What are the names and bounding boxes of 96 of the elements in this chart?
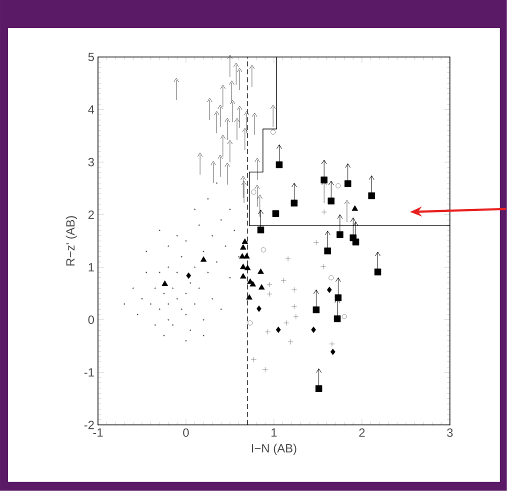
point	[236, 106, 242, 110]
point	[329, 341, 335, 347]
point	[352, 238, 360, 246]
point	[368, 192, 375, 200]
point	[258, 268, 264, 274]
point	[233, 62, 239, 68]
point	[266, 282, 272, 288]
point	[200, 256, 207, 262]
point	[315, 385, 322, 392]
point	[256, 306, 262, 312]
point	[224, 162, 230, 167]
point	[321, 209, 327, 215]
point	[250, 356, 257, 363]
point	[227, 140, 233, 144]
x-tick-label: 3	[447, 428, 453, 437]
y-tick-label: 4	[88, 105, 94, 114]
point	[246, 294, 252, 300]
point	[283, 320, 290, 326]
point	[291, 304, 297, 310]
point	[344, 180, 352, 188]
point	[276, 326, 281, 334]
point	[242, 238, 248, 244]
point	[272, 210, 280, 218]
point	[236, 68, 242, 72]
point	[241, 181, 247, 186]
point	[248, 320, 253, 326]
point	[280, 278, 286, 284]
point	[328, 275, 334, 280]
y-tick-label: -2	[84, 420, 94, 430]
point	[276, 161, 283, 168]
point	[270, 130, 276, 135]
point	[262, 366, 268, 373]
y-tick-label: 0	[88, 316, 94, 324]
point	[244, 111, 250, 116]
point	[251, 190, 256, 195]
point	[336, 183, 341, 188]
point	[336, 231, 344, 238]
point	[197, 152, 203, 157]
y-axis-title: R−z' (AB)	[66, 216, 77, 266]
point	[265, 329, 271, 335]
point	[254, 158, 260, 162]
point	[266, 291, 272, 297]
point	[312, 306, 320, 314]
point	[311, 326, 316, 334]
point	[330, 348, 336, 356]
y-tick-label: 1	[88, 263, 94, 272]
point	[224, 118, 230, 122]
point	[162, 280, 168, 286]
point	[227, 54, 233, 60]
point	[240, 264, 246, 270]
point	[288, 339, 294, 345]
point	[174, 78, 179, 82]
point	[207, 98, 212, 102]
point	[249, 64, 255, 70]
point	[239, 253, 246, 259]
y-tick-label: 3	[88, 158, 94, 166]
point	[374, 268, 382, 276]
point	[326, 286, 332, 294]
point	[334, 315, 341, 322]
point	[285, 256, 291, 262]
point	[258, 284, 265, 290]
point	[270, 104, 276, 110]
point	[320, 264, 326, 270]
y-tick-label: 5	[88, 52, 94, 62]
x-tick-label: 0	[183, 428, 189, 437]
point	[320, 176, 328, 184]
point	[291, 287, 297, 293]
point	[220, 84, 226, 90]
x-tick-label: 2	[359, 428, 365, 437]
point	[342, 314, 347, 320]
point	[186, 272, 192, 279]
y-tick-label: -1	[84, 368, 94, 376]
point	[250, 281, 256, 287]
x-axis-title: I−N (AB)	[252, 444, 296, 455]
point	[254, 184, 260, 189]
point	[257, 226, 264, 234]
point	[244, 253, 250, 259]
point	[293, 314, 299, 320]
point	[244, 264, 251, 270]
point	[313, 240, 319, 246]
point	[290, 200, 298, 207]
y-tick-label: 2	[88, 210, 94, 219]
point	[344, 200, 350, 204]
point	[352, 205, 358, 211]
point	[240, 176, 246, 180]
point	[210, 161, 216, 166]
point	[240, 273, 246, 279]
point	[214, 111, 220, 116]
point	[328, 198, 335, 204]
point	[334, 294, 342, 302]
x-tick-label: 1	[272, 428, 277, 437]
point	[252, 112, 258, 117]
point	[240, 244, 246, 250]
point	[260, 247, 266, 252]
point	[324, 248, 332, 254]
point	[257, 194, 263, 199]
